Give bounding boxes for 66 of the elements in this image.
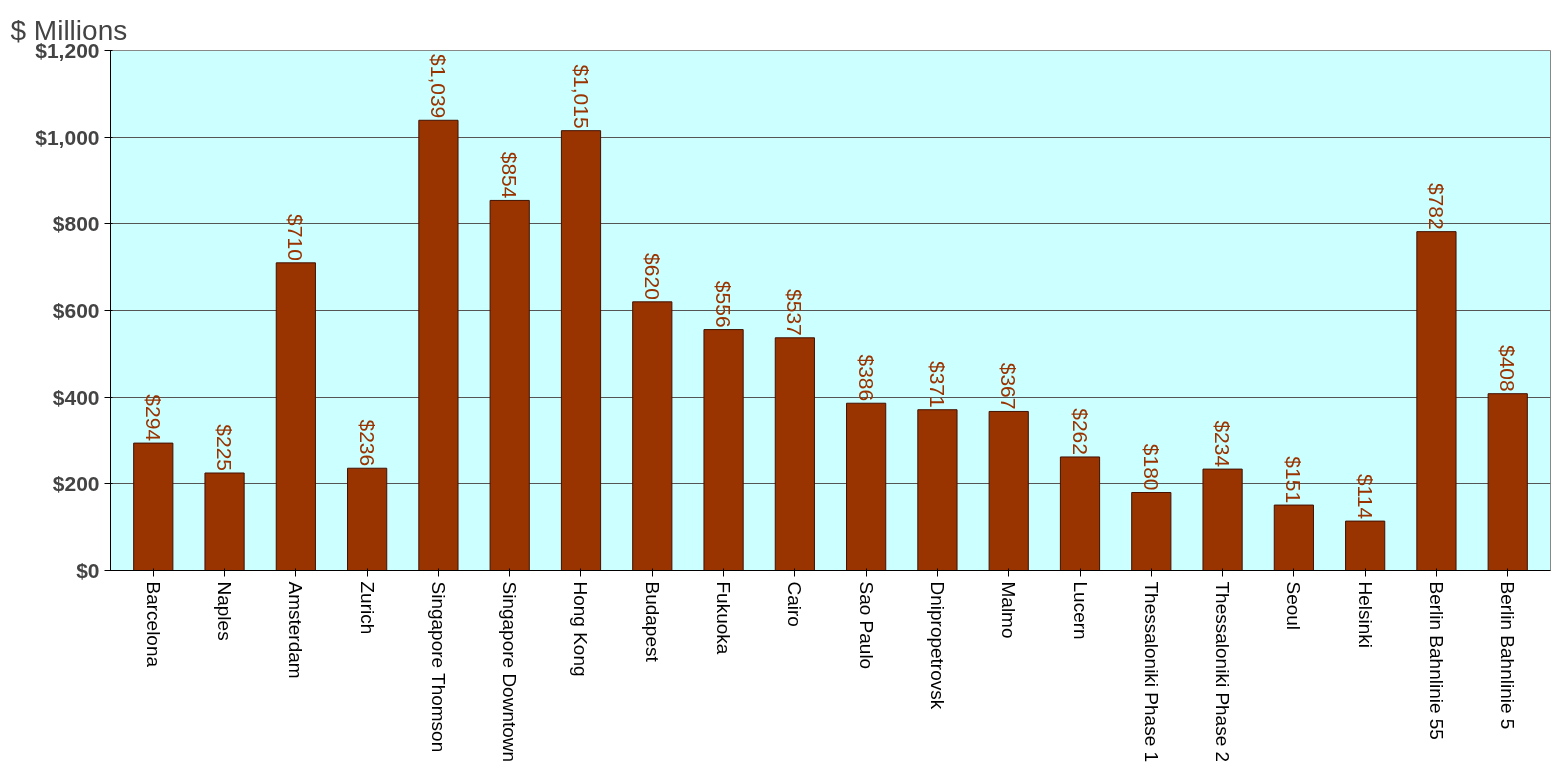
x-tick-label: Thessaloniki Phase 2: [1212, 581, 1234, 763]
bar: [1273, 504, 1314, 571]
x-tick-label: Singapore Downtown: [499, 581, 521, 763]
x-tick-label: Lucern: [1069, 581, 1091, 640]
data-label: $367: [997, 362, 1021, 410]
bar: [275, 262, 316, 571]
bar: [632, 301, 673, 571]
bar: [703, 329, 744, 571]
x-tick-label: Fukuoka: [713, 581, 735, 655]
data-label: $236: [355, 419, 379, 467]
x-tick-label: Zurich: [356, 581, 378, 635]
x-tick-label: Seoul: [1283, 581, 1305, 631]
bar: [1416, 231, 1457, 571]
y-tick-label: $600: [52, 299, 100, 322]
data-label: $234: [1211, 420, 1235, 468]
bar: [846, 402, 887, 571]
data-label: $854: [498, 151, 522, 199]
x-tick-label: Sao Paulo: [855, 581, 877, 670]
bar: [204, 472, 245, 571]
x-tick-label: Hong Kong: [570, 581, 592, 677]
y-tick-label: $0: [76, 559, 100, 582]
bar: [1131, 492, 1172, 571]
x-tick-label: Amsterdam: [285, 581, 307, 679]
x-tick-label: Helsinki: [1354, 581, 1376, 649]
bar: [489, 199, 530, 571]
data-label: $782: [1424, 182, 1448, 230]
x-tick-label: Thessaloniki Phase 1: [1140, 581, 1162, 763]
data-label: $386: [854, 354, 878, 402]
x-tick-label: Cairo: [784, 581, 806, 627]
bar: [418, 119, 459, 571]
bar: [560, 130, 602, 571]
data-label: $371: [925, 361, 949, 408]
data-label: $408: [1496, 344, 1520, 392]
x-tick-label: Berlin Bahnlinie 5: [1497, 581, 1519, 730]
data-label: $1,015: [569, 64, 593, 129]
bar: [917, 409, 958, 571]
data-label: $620: [640, 253, 664, 300]
bar: [133, 442, 174, 571]
data-label: $1,039: [426, 54, 450, 119]
bar: [988, 410, 1029, 571]
bar: [774, 337, 815, 571]
x-tick-label: Singapore Thomson: [427, 581, 449, 753]
data-label: $710: [284, 214, 308, 261]
y-tick-label: $200: [52, 472, 100, 496]
x-tick-label: Barcelona: [142, 581, 164, 668]
bar: [1059, 456, 1101, 571]
bar: [1202, 468, 1243, 571]
data-label: $151: [1282, 456, 1306, 504]
bar: [1487, 393, 1528, 571]
x-tick-label: Dnipropetrovsk: [926, 581, 948, 710]
data-label: $537: [783, 289, 807, 336]
x-tick-label: Malmo: [998, 581, 1020, 639]
data-label: $294: [141, 394, 165, 442]
y-tick-label: $400: [52, 385, 100, 409]
data-label: $556: [712, 280, 736, 328]
data-label: $225: [213, 424, 237, 471]
data-label: $262: [1068, 408, 1092, 455]
data-label: $180: [1139, 443, 1163, 491]
y-tick-label: $800: [52, 212, 100, 236]
bar: [1345, 520, 1386, 571]
x-tick-label: Berlin Bahnlinie 55: [1425, 581, 1447, 740]
bar: [347, 467, 388, 571]
y-tick-label: $1,000: [35, 125, 100, 149]
x-tick-label: Naples: [214, 581, 236, 641]
x-tick-label: Budapest: [641, 581, 663, 663]
data-label: $114: [1353, 473, 1377, 520]
